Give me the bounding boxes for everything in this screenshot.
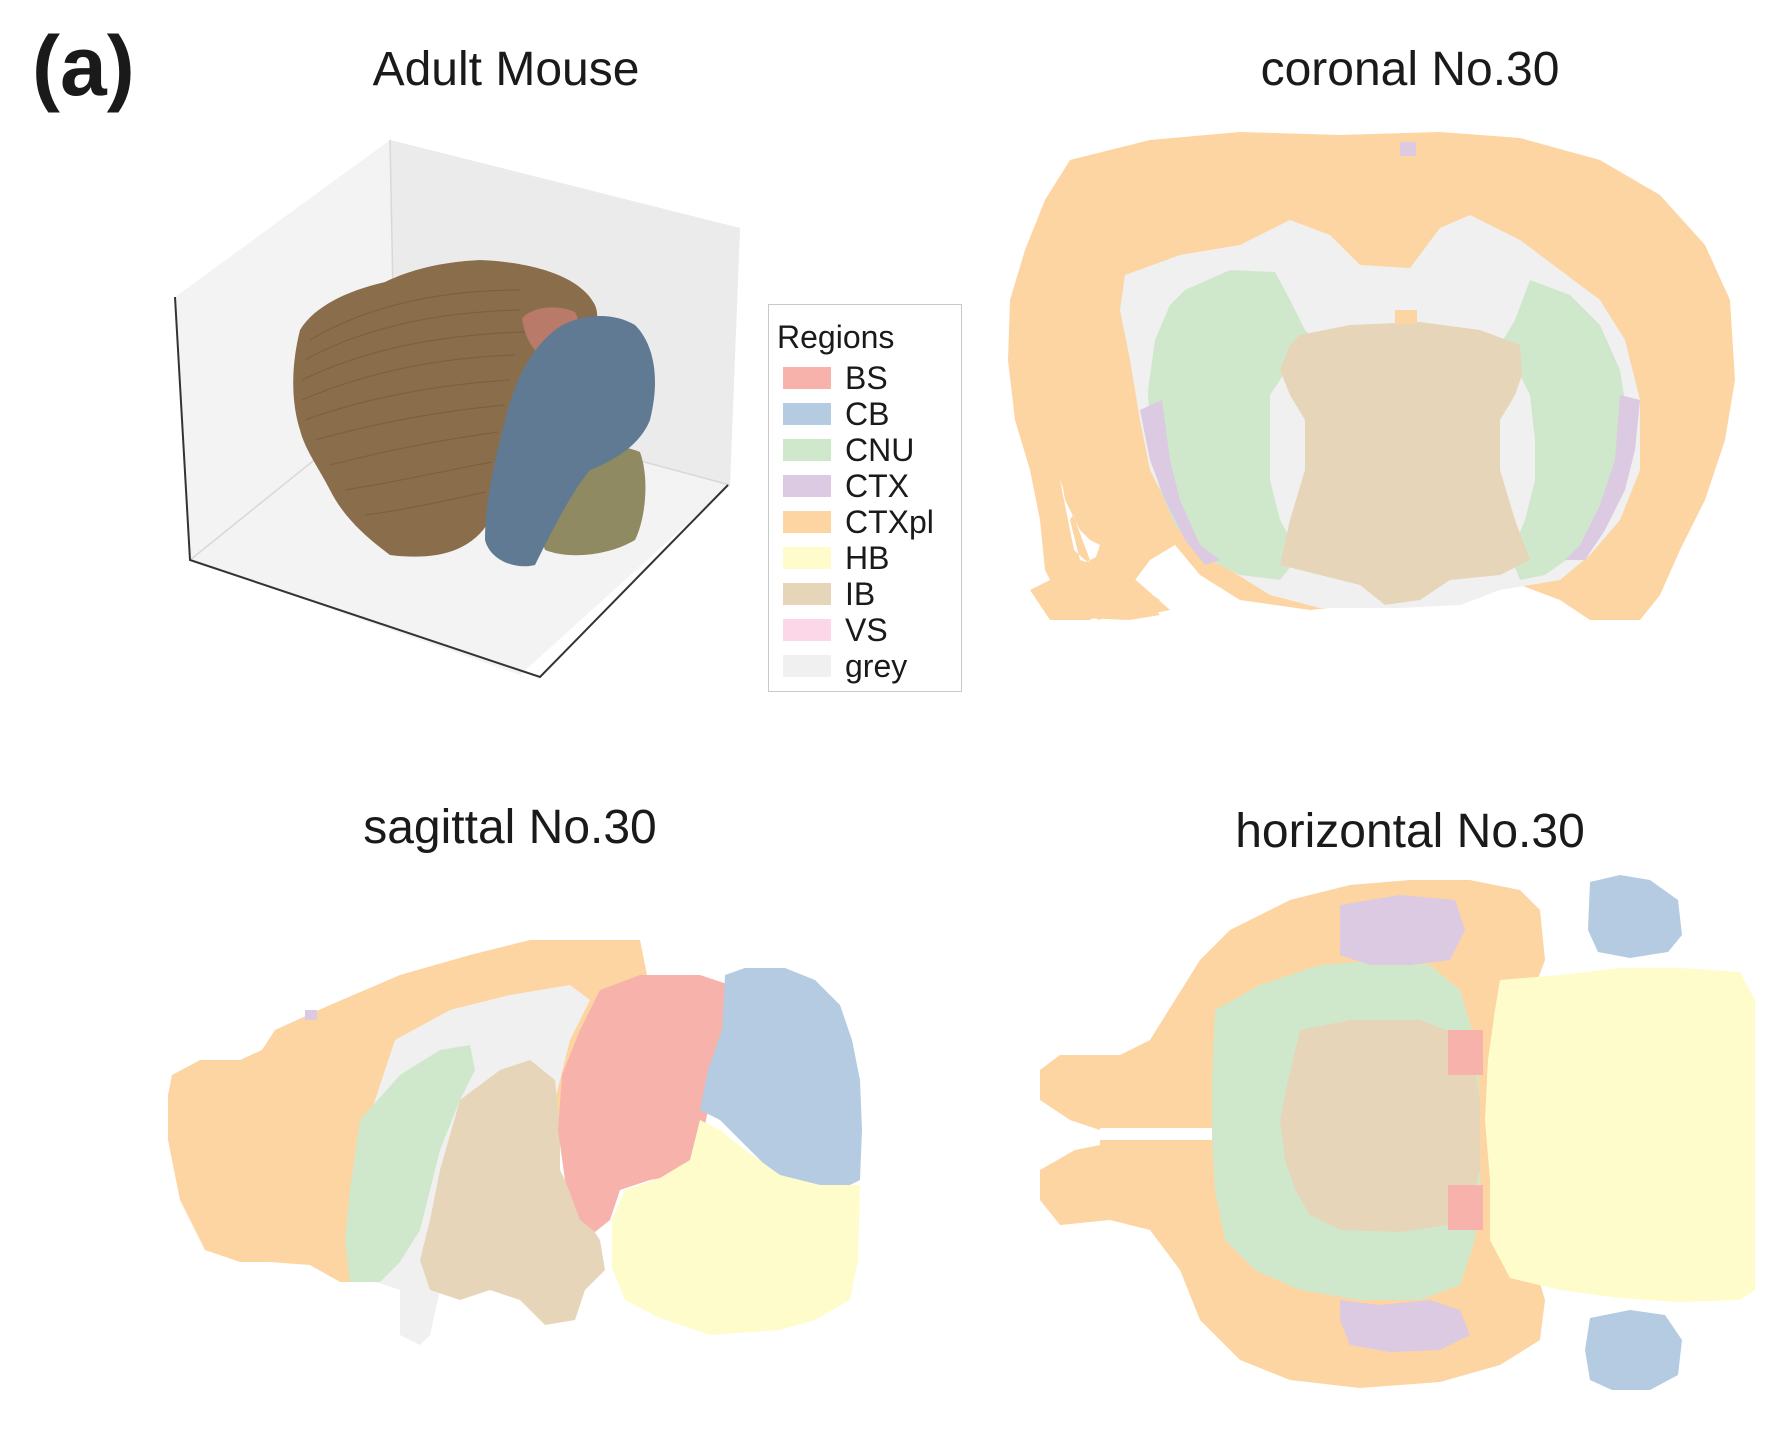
legend-title: Regions: [777, 319, 895, 355]
legend-label: CNU: [845, 431, 915, 468]
coronal-cnu-left: [1148, 270, 1320, 580]
legend-item-cnu: CNU: [783, 431, 915, 468]
sagittal-cnu: [345, 1045, 475, 1282]
legend-label: VS: [845, 611, 888, 648]
legend-swatch: [783, 367, 831, 389]
horizontal-cb-bottom: [1585, 1310, 1682, 1390]
legend-label: BS: [845, 359, 888, 396]
horizontal-hb: [1485, 968, 1755, 1302]
coronal-cnu-right: [1500, 280, 1628, 580]
legend-item-cb: CB: [783, 395, 890, 432]
legend-item-ctx: CTX: [783, 467, 909, 504]
legend-label: CTXpl: [845, 503, 934, 540]
legend-label: HB: [845, 539, 890, 576]
legend-label: CB: [845, 395, 890, 432]
legend-swatch: [783, 439, 831, 461]
legend-label: grey: [845, 647, 908, 684]
legend-label: IB: [845, 575, 876, 612]
title-adult-mouse: Adult Mouse: [372, 43, 640, 96]
horizontal-section: [1040, 875, 1755, 1390]
legend-swatch: [783, 583, 831, 605]
sagittal-cb: [700, 968, 862, 1190]
legend-item-vs: VS: [783, 611, 888, 648]
sagittal-bs: [558, 975, 738, 1232]
3d-cb: [485, 315, 655, 567]
title-horizontal: horizontal No.30: [1235, 805, 1585, 858]
title-sagittal: sagittal No.30: [363, 801, 657, 854]
legend-swatch: [783, 547, 831, 569]
horizontal-cb-top: [1588, 875, 1682, 958]
legend-item-hb: HB: [783, 539, 890, 576]
sagittal-hb: [612, 1120, 860, 1335]
coronal-ib: [1280, 322, 1530, 605]
legend-swatch: [783, 619, 831, 641]
legend-swatch: [783, 655, 831, 677]
legend-swatch: [783, 403, 831, 425]
legend-item-ib: IB: [783, 575, 876, 612]
sagittal-section: [168, 940, 862, 1345]
horizontal-ctx-bottom: [1340, 1300, 1470, 1352]
legend-item-ctxpl: CTXpl: [783, 503, 934, 540]
legend-swatch: [783, 475, 831, 497]
legend-item-grey: grey: [783, 647, 908, 684]
legend-swatch: [783, 511, 831, 533]
horizontal-ctx-top: [1340, 895, 1465, 965]
coronal-ctx-right: [1565, 395, 1640, 560]
legend-item-bs: BS: [783, 359, 888, 396]
title-coronal: coronal No.30: [1260, 43, 1560, 96]
3d-cortex: [293, 260, 598, 557]
3d-brain: [293, 260, 655, 567]
coronal-ctx-left: [1140, 400, 1220, 565]
panel-label: (a): [32, 19, 135, 113]
coronal-section: [1008, 132, 1735, 620]
legend: Regions BS CB CNU CTX CTXpl HB IB VS grey: [768, 304, 962, 692]
legend-label: CTX: [845, 467, 909, 504]
horizontal-ib: [1280, 1020, 1480, 1232]
horizontal-grey-left: [1100, 1128, 1220, 1140]
